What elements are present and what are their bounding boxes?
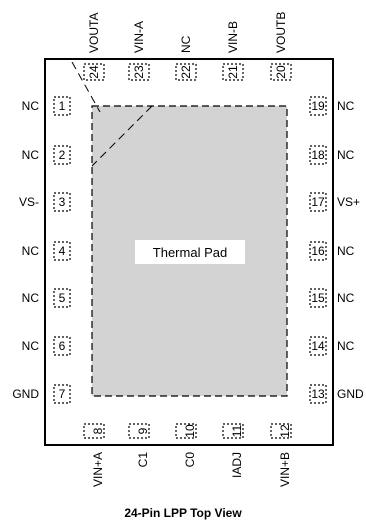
pin-13-pad	[309, 384, 327, 404]
pin-10-number: 10	[183, 424, 197, 438]
pin1-indicator-line	[91, 105, 153, 167]
pin-3-pad	[53, 192, 71, 212]
pin1-corner-line	[71, 61, 101, 113]
thermal-pad-label-box	[135, 240, 245, 264]
pin-4-pad	[53, 241, 71, 261]
pin-23-number: 23	[132, 65, 146, 79]
pin-17-number: 17	[311, 195, 325, 209]
pin-1-name: NC	[22, 99, 40, 113]
pin-8-number: 8	[91, 427, 105, 434]
pin-9-name: C1	[136, 452, 150, 468]
pin-18-name: NC	[337, 148, 355, 162]
pin-8-pad	[83, 423, 105, 439]
pin-10-pad	[175, 423, 197, 439]
pin-1-number: 1	[59, 99, 66, 113]
pin-6-name: NC	[22, 339, 40, 353]
pin-4-number: 4	[59, 244, 66, 258]
pin-22-number: 22	[179, 65, 193, 79]
pin-15-pad	[309, 288, 327, 308]
pin-11-number: 11	[230, 424, 244, 437]
pin-20-pad	[270, 63, 292, 81]
pin-23-name: VIN-A	[132, 21, 146, 53]
pin-14-number: 14	[311, 339, 325, 353]
pin-19-pad	[309, 96, 327, 116]
pin-24-number: 24	[87, 65, 101, 79]
pin-20-number: 20	[274, 65, 288, 79]
pin-10-name: C0	[183, 452, 197, 468]
diagram-title: 24-Pin LPP Top View	[124, 506, 242, 520]
pin-24-name: VOUTA	[87, 13, 101, 53]
pin-17-name: VS+	[337, 195, 360, 209]
pin-8-name: VIN+A	[91, 452, 105, 487]
pin-19-name: NC	[337, 99, 355, 113]
pin-24-pad	[83, 63, 105, 81]
pin-2-pad	[53, 145, 71, 165]
pin-15-number: 15	[311, 291, 325, 305]
pin-23-pad	[128, 63, 150, 81]
pin-9-number: 9	[136, 427, 150, 434]
pin-1-pad	[53, 96, 71, 116]
pin-5-number: 5	[59, 291, 66, 305]
pin-7-number: 7	[59, 387, 66, 401]
pin-3-name: VS-	[19, 195, 39, 209]
pin-5-name: NC	[22, 291, 40, 305]
pin-19-number: 19	[311, 99, 325, 113]
pin-11-pad	[222, 423, 244, 439]
pin-6-number: 6	[59, 339, 66, 353]
pin-13-name: GND	[337, 387, 364, 401]
pin-18-pad	[309, 145, 327, 165]
pin-3-number: 3	[59, 195, 66, 209]
pin-20-name: VOUTB	[274, 12, 288, 53]
pin-4-name: NC	[22, 244, 40, 258]
pin-22-pad	[175, 63, 197, 81]
pin-7-name: GND	[12, 387, 39, 401]
pin-5-pad	[53, 288, 71, 308]
pin-12-pad	[270, 423, 292, 439]
pin-6-pad	[53, 336, 71, 356]
pin-7-pad	[53, 384, 71, 404]
pin-12-name: VIN+B	[278, 452, 292, 487]
pin-14-name: NC	[337, 339, 355, 353]
pin-21-name: VIN-B	[226, 21, 240, 53]
pin-14-pad	[309, 336, 327, 356]
pin-16-number: 16	[311, 244, 325, 258]
pin-12-number: 12	[278, 424, 292, 438]
pin-11-name: IADJ	[230, 452, 244, 478]
pin-21-number: 21	[226, 65, 240, 79]
pin-9-pad	[128, 423, 150, 439]
pin-15-name: NC	[337, 291, 355, 305]
pin-2-number: 2	[59, 148, 66, 162]
pin-22-name: NC	[179, 35, 193, 53]
thermal-pad-label: Thermal Pad	[153, 245, 227, 260]
pin-17-pad	[309, 192, 327, 212]
pin-16-pad	[309, 241, 327, 261]
pin-2-name: NC	[22, 148, 40, 162]
pin-18-number: 18	[311, 148, 325, 162]
pin-21-pad	[222, 63, 244, 81]
pin-13-number: 13	[311, 387, 325, 401]
pin-16-name: NC	[337, 244, 355, 258]
